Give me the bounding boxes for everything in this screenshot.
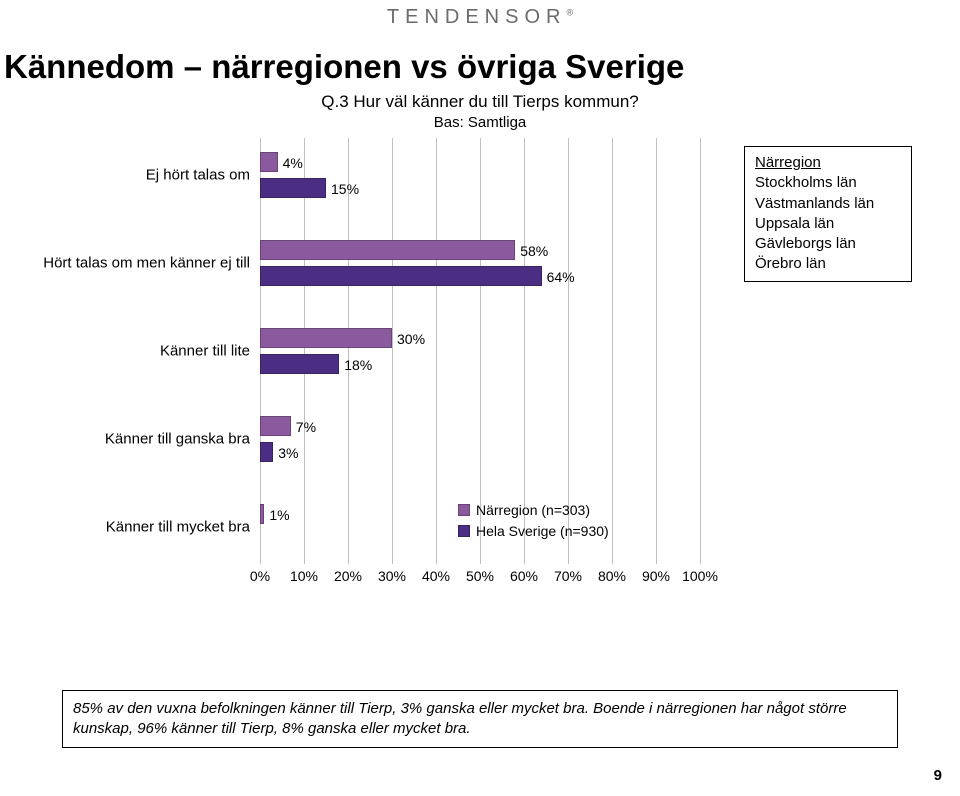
category-label: Känner till mycket bra — [40, 519, 250, 536]
page: TENDENSOR® Kännedom – närregionen vs övr… — [0, 0, 960, 796]
legend-swatch — [458, 525, 470, 537]
x-tick: 70% — [554, 568, 582, 584]
bar-chart: 0%10%20%30%40%50%60%70%80%90%100%Ej hört… — [40, 138, 700, 594]
x-axis: 0%10%20%30%40%50%60%70%80%90%100% — [260, 564, 700, 590]
bar-value: 58% — [520, 241, 548, 261]
region-item: Örebro län — [755, 254, 901, 274]
category: Hört talas om men känner ej till 58% 64% — [40, 240, 700, 286]
subtitle: Q.3 Hur väl känner du till Tierps kommun… — [0, 92, 960, 112]
category: Känner till ganska bra 7% 3% — [40, 416, 700, 462]
logo-text: TENDENSOR — [387, 6, 567, 28]
legend: Närregion (n=303) Hela Sverige (n=930) — [458, 500, 609, 542]
page-title: Kännedom – närregionen vs övriga Sverige — [4, 48, 684, 86]
x-tick: 40% — [422, 568, 450, 584]
bar: 7% — [260, 416, 291, 436]
category-label: Känner till lite — [40, 343, 250, 360]
category: Känner till lite 30% 18% — [40, 328, 700, 374]
page-number: 9 — [934, 767, 942, 784]
bar: 15% — [260, 178, 326, 198]
bar-value: 18% — [344, 355, 372, 375]
bar-value: 15% — [331, 179, 359, 199]
legend-swatch — [458, 504, 470, 516]
legend-label: Hela Sverige (n=930) — [476, 523, 609, 539]
bar-value: 30% — [397, 329, 425, 349]
bar-value: 3% — [278, 443, 298, 463]
category-label: Hört talas om men känner ej till — [40, 255, 250, 272]
footnote: 85% av den vuxna befolkningen känner til… — [62, 690, 898, 749]
region-item: Gävleborgs län — [755, 234, 901, 254]
bar-value: 1% — [269, 505, 289, 525]
gridline — [700, 138, 701, 564]
x-tick: 20% — [334, 568, 362, 584]
legend-item: Närregion (n=303) — [458, 500, 609, 521]
bar-value: 64% — [547, 267, 575, 287]
category-label: Känner till ganska bra — [40, 431, 250, 448]
x-tick: 100% — [682, 568, 718, 584]
x-tick: 50% — [466, 568, 494, 584]
logo-trademark: ® — [566, 7, 573, 17]
bar: 4% — [260, 152, 278, 172]
x-tick: 0% — [250, 568, 270, 584]
x-tick: 60% — [510, 568, 538, 584]
x-tick: 80% — [598, 568, 626, 584]
bar-value: 4% — [283, 153, 303, 173]
bar: 1% — [260, 504, 264, 524]
region-box-header: Närregion — [755, 153, 901, 173]
x-tick: 90% — [642, 568, 670, 584]
logo: TENDENSOR® — [387, 6, 573, 29]
region-item: Västmanlands län — [755, 194, 901, 214]
region-item: Stockholms län — [755, 173, 901, 193]
bar: 30% — [260, 328, 392, 348]
bar: 64% — [260, 266, 542, 286]
x-tick: 10% — [290, 568, 318, 584]
category: Ej hört talas om 4% 15% — [40, 152, 700, 198]
region-item: Uppsala län — [755, 214, 901, 234]
bar: 18% — [260, 354, 339, 374]
bar-value: 7% — [296, 417, 316, 437]
x-tick: 30% — [378, 568, 406, 584]
region-box: Närregion Stockholms län Västmanlands lä… — [744, 146, 912, 282]
bar: 3% — [260, 442, 273, 462]
legend-label: Närregion (n=303) — [476, 502, 590, 518]
base-text: Bas: Samtliga — [0, 114, 960, 131]
bar: 58% — [260, 240, 515, 260]
legend-item: Hela Sverige (n=930) — [458, 521, 609, 542]
category-label: Ej hört talas om — [40, 167, 250, 184]
